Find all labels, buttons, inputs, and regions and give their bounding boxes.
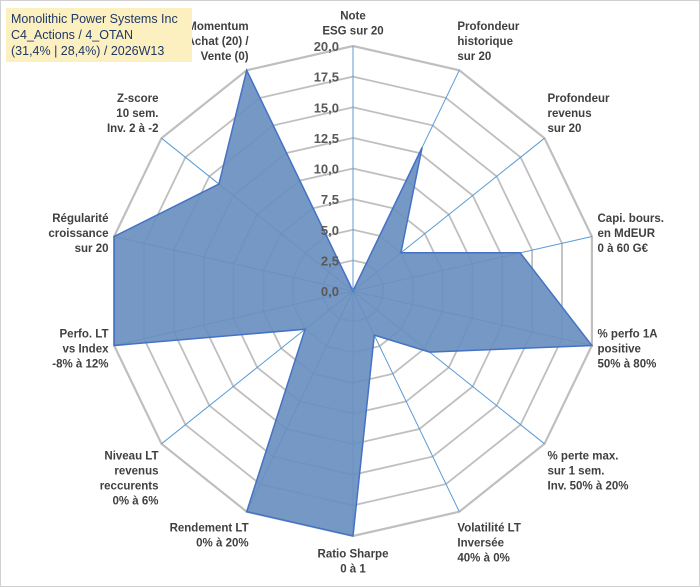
score-summary: (31,4% | 28,4%) / 2026W13 [11, 44, 165, 58]
axis-label-line: 40% à 0% [457, 553, 509, 565]
axis-label-7: Ratio Sharpe 0 à 1 [318, 548, 389, 575]
axis-label-line: sur 20 [75, 243, 109, 255]
axis-label-line: reccurents [100, 481, 159, 493]
tick-label-8: 20,0 [314, 39, 339, 54]
tick-label-6: 15,0 [314, 100, 339, 115]
axis-label-line: revenus [114, 466, 158, 478]
axis-label-line: 10 sem. [116, 108, 158, 120]
axis-label-2: Profondeur revenus sur 20 [548, 93, 610, 135]
axis-label-line: Profondeur [548, 93, 610, 105]
axis-label-line: -8% à 12% [52, 358, 108, 370]
axis-label-line: 0 à 60 G€ [598, 243, 649, 255]
series-area [113, 68, 594, 537]
axis-label-line: Z-score [117, 93, 159, 105]
axis-label-line: Inv. 50% à 20% [548, 481, 629, 493]
tick-label-2: 5,0 [321, 223, 339, 238]
axis-label-line: croissance [48, 228, 108, 240]
axis-label-line: Inv. 2 à -2 [107, 123, 159, 135]
axis-label-line: Ratio Sharpe [318, 548, 389, 560]
axis-label-0: Note ESG sur 20 [322, 10, 383, 37]
axis-label-line: Achat (20) / [187, 36, 250, 48]
axis-label-line: positive [598, 343, 641, 355]
axis-label-line: en MdEUR [598, 228, 656, 240]
axis-label-line: sur 1 sem. [548, 466, 605, 478]
axis-labels: Note ESG sur 20 Profondeur historique sur 20… [48, 10, 664, 575]
tick-label-3: 7,5 [321, 192, 339, 207]
axis-label-line: % perte max. [548, 451, 619, 463]
axis-label-line: Rendement LT [170, 523, 249, 535]
axis-label-1: Profondeur historique sur 20 [457, 21, 519, 63]
axis-label-line: vs Index [62, 343, 109, 355]
axis-label-line: Niveau LT [104, 451, 158, 463]
axis-label-line: Volatilité LT [457, 523, 520, 535]
axis-label-line: Note [340, 10, 366, 22]
portfolio-label: C4_Actions / 4_OTAN [11, 28, 134, 42]
company-name: Monolithic Power Systems Inc [11, 12, 178, 26]
axis-label-line: sur 20 [548, 123, 582, 135]
axis-label-line: revenus [548, 108, 592, 120]
axis-label-line: historique [457, 36, 513, 48]
axis-label-line: 0% à 6% [112, 496, 158, 508]
tick-label-7: 17,5 [314, 70, 339, 85]
axis-label-line: 0% à 20% [196, 538, 248, 550]
axis-label-line: sur 20 [457, 51, 491, 63]
tick-label-5: 12,5 [314, 131, 339, 146]
tick-label-0: 0,0 [321, 284, 339, 299]
axis-label-9: Niveau LT revenus reccurents 0% à 6% [100, 451, 159, 508]
axis-label-3: Capi. bours. en MdEUR 0 à 60 G€ [598, 213, 664, 255]
axis-label-6: Volatilité LT Inversée 40% à 0% [457, 523, 520, 565]
axis-label-13: Momentum Achat (20) / Vente (0) [187, 21, 250, 63]
axis-label-line: Momentum [187, 21, 248, 33]
axis-label-5: % perte max. sur 1 sem. Inv. 50% à 20% [548, 451, 629, 493]
series-layer [113, 46, 594, 537]
axis-label-line: Capi. bours. [598, 213, 664, 225]
axis-label-line: ESG sur 20 [322, 25, 383, 37]
tick-label-4: 10,0 [314, 162, 339, 177]
axis-label-line: Régularité [52, 213, 108, 225]
axis-label-line: % perfo 1A [598, 328, 658, 340]
axis-label-line: 50% à 80% [598, 358, 657, 370]
tick-labels: 0,0 2,5 5,0 7,5 10,0 12,5 15,0 17,5 20,0 [314, 39, 339, 299]
tick-label-1: 2,5 [321, 253, 339, 268]
axis-label-4: % perfo 1A positive 50% à 80% [598, 328, 658, 370]
axis-label-line: Profondeur [457, 21, 519, 33]
axis-label-line: 0 à 1 [340, 563, 366, 575]
axis-label-line: Perfo. LT [60, 328, 109, 340]
axis-label-8: Rendement LT 0% à 20% [170, 523, 249, 550]
axis-label-11: Régularité croissance sur 20 [48, 213, 108, 255]
axis-label-line: Inversée [457, 538, 504, 550]
axis-label-10: Perfo. LT vs Index -8% à 12% [52, 328, 109, 370]
axis-label-line: Vente (0) [201, 51, 249, 63]
chart-title-box: Monolithic Power Systems Inc C4_Actions … [6, 8, 192, 62]
axis-label-12: Z-score 10 sem. Inv. 2 à -2 [107, 93, 159, 135]
